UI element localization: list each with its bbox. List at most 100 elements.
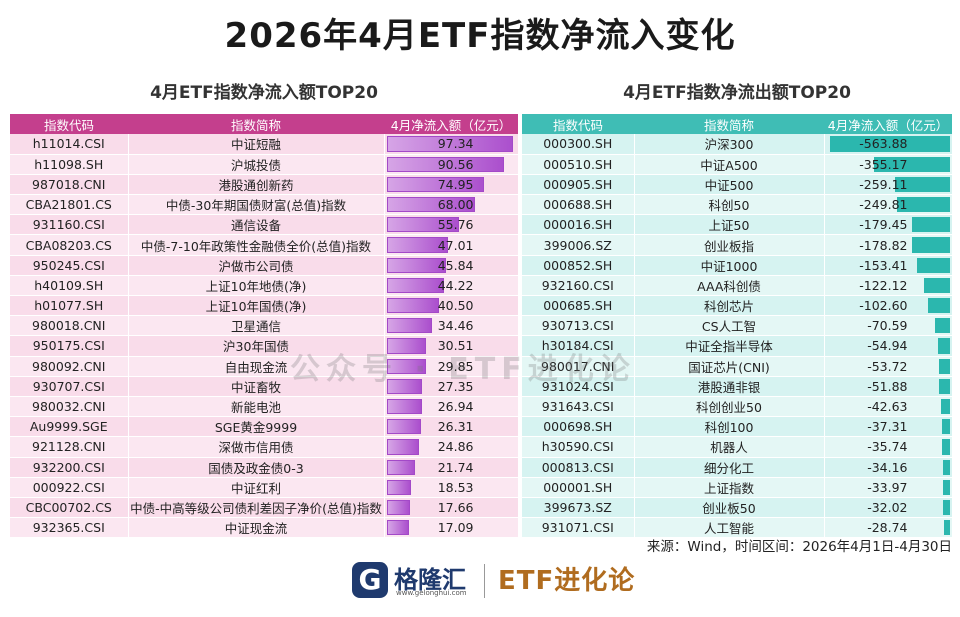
flow-value-cell: 29.85 [384,356,519,377]
inflow-value-bar [386,257,446,273]
inflow-value-bar [386,398,422,415]
flow-value-cell: 21.74 [384,457,519,478]
flow-value-cell: 34.46 [384,315,519,337]
index-name: 中证红利 [128,477,385,498]
inflow-table-row: 950245.CSI 沪做市公司债 45.84 [10,255,519,276]
inflow-value-bar [386,298,439,314]
header-code: 指数代码 [10,114,128,134]
flow-value: -42.63 [867,399,908,415]
flow-value-cell: -42.63 [824,396,953,418]
header-name: 指数简称 [128,114,384,134]
inflow-value-bar [386,338,426,354]
gelonghui-logo-icon: G [352,562,388,598]
index-code: CBA08203.CS [10,234,129,256]
index-name: 上证50 [634,214,825,236]
flow-value: 34.46 [437,318,474,334]
outflow-table-row: 000001.SH 上证指数 -33.97 [522,477,953,498]
outflow-table-row: 399673.SZ 创业板50 -32.02 [522,497,953,519]
inflow-value-bar [386,237,448,253]
inflow-table-row: h11098.SH 沪城投债 90.56 [10,154,519,175]
index-name: 上证10年地债(净) [128,275,385,297]
outflow-table-row: 399006.SZ 创业板指 -178.82 [522,234,953,256]
inflow-value-bar [386,459,415,475]
outflow-value-bar [942,499,950,516]
inflow-table-row: 930707.CSI 中证畜牧 27.35 [10,376,519,397]
flow-value: -32.02 [867,499,908,515]
inflow-table-row: 980018.CNI 卫星通信 34.46 [10,315,519,337]
footer: G 格隆汇 www.gelonghui.com ETF进化论 [0,556,960,606]
flow-value: 55.76 [437,217,474,233]
index-name: 科创芯片 [634,295,825,317]
index-name: 创业板指 [634,234,825,256]
flow-value: 45.84 [437,257,474,273]
inflow-table-row: h11014.CSI 中证短融 97.34 [10,134,519,155]
outflow-table-row: 000688.SH 科创50 -249.81 [522,194,953,216]
index-code: 980017.CNI [522,356,635,377]
flow-value-cell: 97.34 [384,134,519,155]
flow-value-cell: -53.72 [824,356,953,377]
flow-value: 24.86 [437,439,474,455]
header-code: 指数代码 [522,114,634,134]
index-code: 000016.SH [522,214,635,236]
index-code: CBA21801.CS [10,194,129,216]
inflow-table-row: 950175.CSI 沪30年国债 30.51 [10,335,519,357]
inflow-value-bar [386,479,411,495]
flow-value: 26.31 [437,419,474,435]
flow-value: 47.01 [437,237,474,253]
index-name: 中证畜牧 [128,376,385,397]
flow-value-cell: 90.56 [384,154,519,175]
index-code: h01077.SH [10,295,129,317]
index-code: 931071.CSI [522,517,635,539]
outflow-table-header: 指数代码 指数简称 4月净流入额（亿元） [522,114,952,134]
index-code: Au9999.SGE [10,416,129,438]
outflow-table-row: 980017.CNI 国证芯片(CNI) -53.72 [522,356,953,377]
index-name: 上证10年国债(净) [128,295,385,317]
flow-value-cell: 44.22 [384,275,519,297]
flow-value: -37.31 [867,419,908,435]
gelonghui-logo-text: 格隆汇 [394,566,466,594]
index-code: 932160.CSI [522,275,635,297]
index-code: 931643.CSI [522,396,635,418]
flow-value-cell: 55.76 [384,214,519,236]
outflow-value-bar [829,136,950,152]
outflow-value-bar [894,176,950,193]
index-code: 000922.CSI [10,477,129,498]
flow-value-cell: -179.45 [824,214,953,236]
flow-value: 27.35 [437,378,474,394]
flow-value-cell: -259.11 [824,174,953,196]
flow-value: -33.97 [867,479,908,495]
flow-value-cell: 30.51 [384,335,519,357]
index-name: 深做市信用债 [128,436,385,458]
outflow-table-row: h30184.CSI 中证全指半导体 -54.94 [522,335,953,357]
index-code: h30590.CSI [522,436,635,458]
flow-value: -53.72 [867,358,908,374]
flow-value-cell: -70.59 [824,315,953,337]
index-code: 932365.CSI [10,517,129,539]
index-name: 科创创业50 [634,396,825,418]
outflow-table-row: 000852.SH 中证1000 -153.41 [522,255,953,276]
outflow-value-bar [937,338,950,354]
index-name: 中债-中高等级公司债利差因子净价(总值)指数 [128,497,385,519]
index-code: 931024.CSI [522,376,635,397]
index-name: 中证1000 [634,255,825,276]
outflow-table-row: 931071.CSI 人工智能 -28.74 [522,517,953,539]
inflow-value-bar [386,520,409,536]
flow-value: -153.41 [859,257,908,273]
outflow-value-bar [927,298,950,314]
flow-value: -34.16 [867,459,908,475]
outflow-value-bar [916,257,950,273]
flow-value: -102.60 [859,298,908,314]
outflow-table-row: 932160.CSI AAA科创债 -122.12 [522,275,953,297]
outflow-table-row: 000685.SH 科创芯片 -102.60 [522,295,953,317]
inflow-table-row: 932365.CSI 中证现金流 17.09 [10,517,519,539]
flow-value-cell: 26.94 [384,396,519,418]
flow-value: 74.95 [437,176,474,192]
index-name: 人工智能 [634,517,825,539]
index-code: 000688.SH [522,194,635,216]
outflow-table-row: 931024.CSI 港股通非银 -51.88 [522,376,953,397]
index-name: 细分化工 [634,457,825,478]
outflow-value-bar [940,398,950,415]
index-name: 科创50 [634,194,825,216]
index-code: 000905.SH [522,174,635,196]
index-name: 通信设备 [128,214,385,236]
